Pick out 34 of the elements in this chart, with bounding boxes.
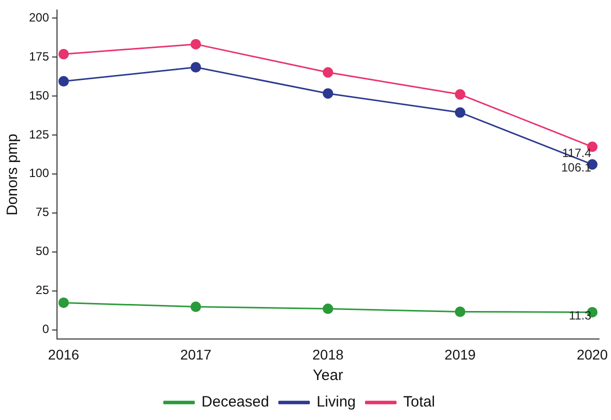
x-tick-label: 2020 <box>576 346 608 362</box>
point <box>58 48 69 60</box>
y-tick-label: 200 <box>28 10 50 24</box>
y-tick-label: 25 <box>36 283 50 298</box>
x-tick-label: 2016 <box>48 346 80 362</box>
point <box>454 306 466 318</box>
legend-label: Living <box>316 394 356 411</box>
y-tick-label: 100 <box>28 166 50 180</box>
x-axis-title: Year <box>312 367 344 384</box>
point <box>322 304 334 314</box>
y-tick-label: 75 <box>36 205 50 220</box>
point <box>190 62 202 73</box>
point <box>322 88 334 99</box>
x-tick-label: 2019 <box>444 346 476 362</box>
legend-label: Total <box>403 394 435 411</box>
point <box>190 302 202 312</box>
data-label: 11.3 <box>568 308 592 323</box>
legend-label: Deceased <box>202 394 270 411</box>
x-tick-label: 2017 <box>180 346 212 362</box>
y-axis-title: Donors pmp <box>4 134 22 216</box>
point <box>58 297 69 308</box>
point <box>454 107 466 118</box>
y-tick-label: 50 <box>36 244 50 258</box>
y-tick-label: 125 <box>28 127 50 142</box>
x-tick-label: 2018 <box>312 346 344 362</box>
y-tick-label: 175 <box>28 49 50 64</box>
data-label: 117.4 <box>562 146 592 160</box>
point <box>58 76 69 87</box>
point <box>190 38 202 50</box>
point <box>454 89 466 100</box>
y-tick-label: 150 <box>28 88 50 102</box>
data-label: 106.1 <box>561 160 592 175</box>
y-tick-label: 0 <box>42 322 50 336</box>
point <box>322 67 334 78</box>
